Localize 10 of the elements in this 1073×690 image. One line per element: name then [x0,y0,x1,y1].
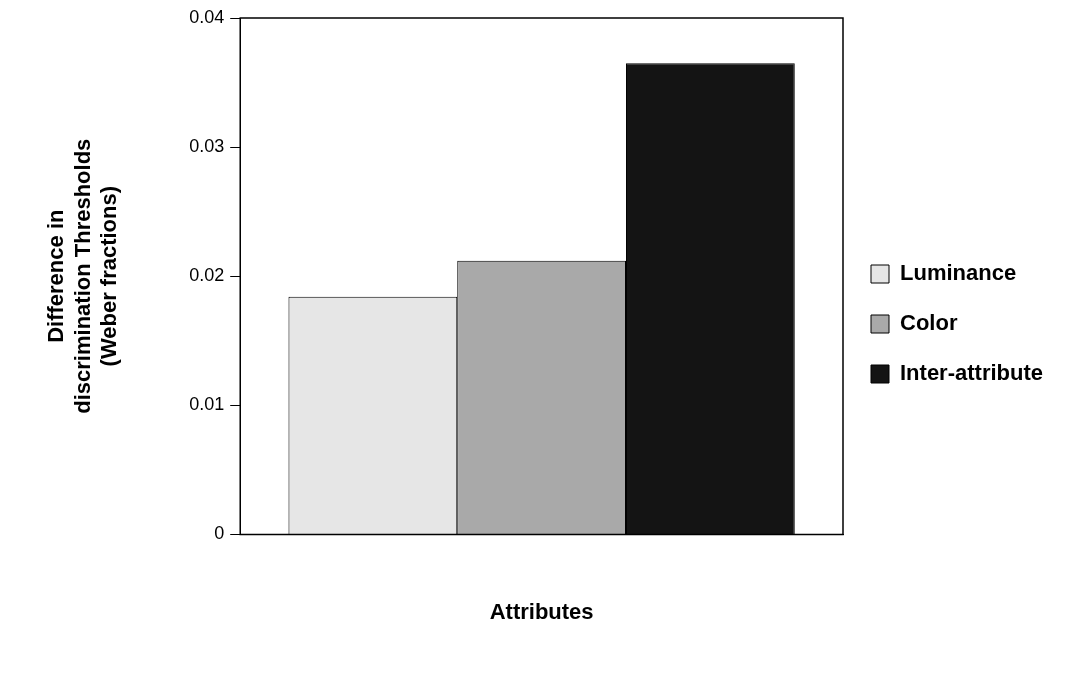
legend-label: Luminance [900,260,1017,286]
legend-label: Inter-attribute [900,360,1043,386]
legend-label: Color [900,310,958,336]
x-axis-title: Attributes [489,598,594,624]
y-tick-label: 0.04 [189,6,225,27]
y-axis-title: Difference in discrimination Thresholds (Weber fractions) [43,138,122,414]
y-tick-label: 0 [214,523,225,544]
y-tick-label: 0.02 [189,265,225,286]
y-tick-label: 0.01 [189,394,225,415]
y-tick-label: 0.03 [189,136,225,157]
